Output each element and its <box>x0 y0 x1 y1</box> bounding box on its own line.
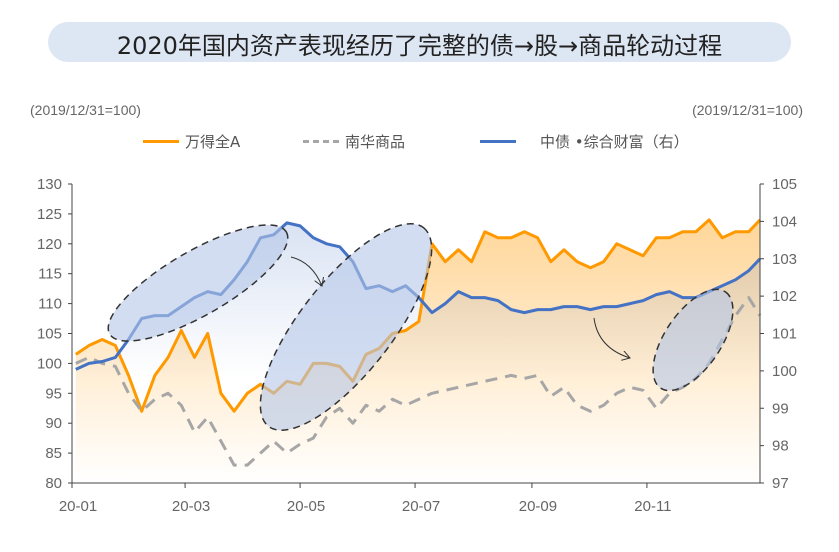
x-tick-label: 20-07 <box>402 498 440 515</box>
y-tick-label-left: 110 <box>38 296 62 313</box>
y-tick-label-right: 99 <box>772 400 789 417</box>
legend-swatch-orange <box>143 140 179 143</box>
legend-label: 南华商品 <box>345 133 406 151</box>
y-tick-label-right: 101 <box>772 326 797 343</box>
legend-label: 中债 •综合财富（右） <box>540 133 689 151</box>
y-tick-label-left: 120 <box>37 236 62 253</box>
y-tick-label-right: 104 <box>772 213 797 230</box>
series-line-0 <box>74 218 762 413</box>
right-axis-unit: (2019/12/31=100) <box>692 102 803 118</box>
y-tick-label-right: 105 <box>772 176 797 193</box>
y-tick-label-left: 130 <box>37 176 62 193</box>
y-tick-label-left: 100 <box>37 355 62 372</box>
x-tick-label: 20-03 <box>172 498 210 515</box>
y-tick-label-left: 80 <box>45 475 62 492</box>
y-tick-label-right: 97 <box>772 475 789 492</box>
y-tick-label-right: 100 <box>772 363 797 380</box>
y-tick-label-right: 102 <box>772 288 797 305</box>
y-tick-label-right: 98 <box>772 438 789 455</box>
y-tick-label-left: 105 <box>37 326 62 343</box>
arrow-equity-to-commodity <box>593 317 630 358</box>
series-line-1 <box>75 296 762 467</box>
legend-swatch-blue <box>480 140 516 143</box>
x-tick-label: 20-05 <box>287 498 325 515</box>
y-tick-label-left: 90 <box>45 415 62 432</box>
x-tick-label: 20-01 <box>59 498 97 515</box>
legend-item-wind-a: 万得全A <box>143 131 240 152</box>
y-tick-label-right: 103 <box>772 251 797 268</box>
x-tick-label: 20-09 <box>519 498 557 515</box>
left-axis-unit: (2019/12/31=100) <box>30 102 141 118</box>
y-tick-label-left: 115 <box>38 266 62 283</box>
dashed-ellipse-bond-rally <box>107 224 289 342</box>
dashed-ellipse-commodity-rally <box>652 288 734 392</box>
arrow-bond-to-equity <box>290 256 322 286</box>
title-background <box>48 22 791 62</box>
y-tick-label-left: 125 <box>37 206 62 223</box>
legend-label: 万得全A <box>185 133 241 151</box>
legend-item-bond: 中债 •综合财富（右） <box>480 131 689 152</box>
y-tick-label-left: 85 <box>45 445 62 462</box>
dashed-ellipse-equity-rally <box>259 223 433 431</box>
chart-title: 2020年国内资产表现经历了完整的债→股→商品轮动过程 <box>116 32 723 60</box>
x-tick-label: 20-11 <box>634 498 671 515</box>
legend-swatch-gray-dashed <box>303 140 339 143</box>
y-tick-label-left: 95 <box>45 385 62 402</box>
legend-item-nanhua: 南华商品 <box>303 131 405 152</box>
